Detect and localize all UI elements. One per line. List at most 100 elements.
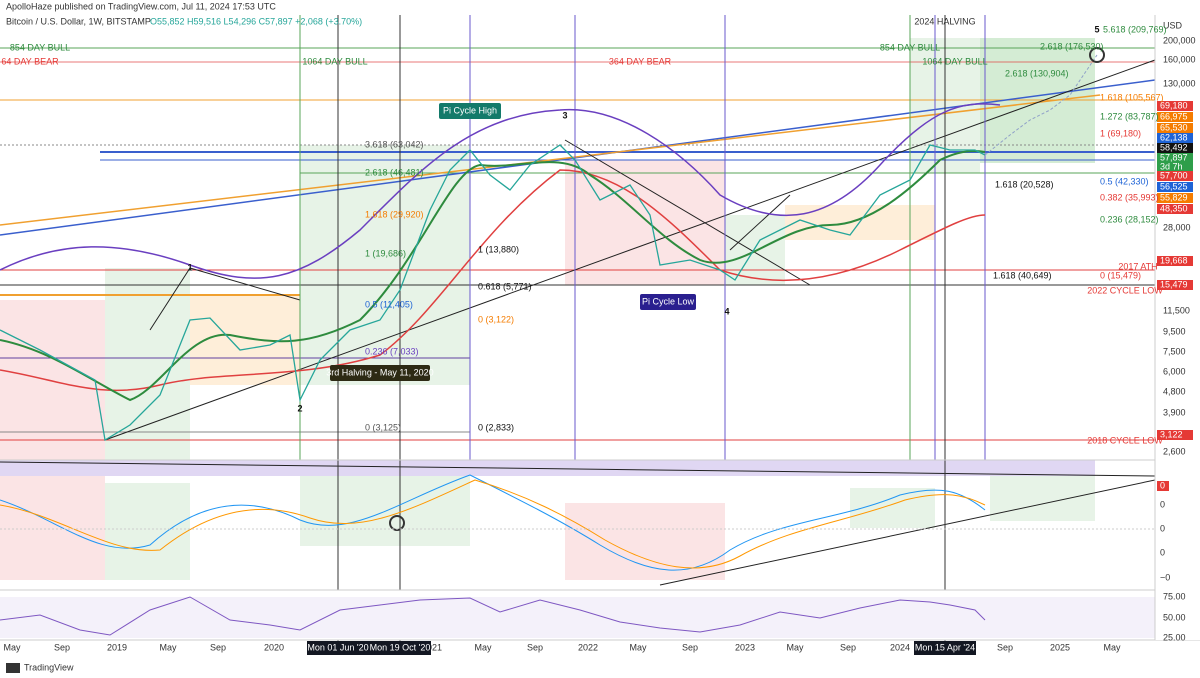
price-badge [1157, 193, 1193, 203]
time-label: Sep [210, 642, 226, 652]
annotation-badge-label: Pi Cycle High [443, 105, 497, 115]
price-badge [1157, 153, 1193, 163]
cycle-label: 854 DAY BULL [880, 42, 940, 52]
price-badge [1157, 171, 1193, 181]
macd-trend [0, 461, 1156, 477]
time-label: 2022 [578, 642, 598, 652]
price-badge-label: 3,122 [1160, 429, 1183, 439]
wave-number: 2 [297, 403, 302, 413]
price-badge [1157, 280, 1193, 290]
annotation-badge [330, 365, 430, 381]
fib-label: 0 (3,122) [478, 314, 514, 324]
ma-purple [0, 103, 1001, 279]
price-badge [1157, 133, 1193, 143]
macd-zone [565, 503, 725, 580]
macd-label: 0 [1160, 547, 1165, 557]
price-label: 3,900 [1163, 407, 1186, 417]
cycle-label: 64 DAY BEAR [1, 56, 59, 66]
price-label: 200,000 [1163, 35, 1196, 45]
price-badge-label: 19,668 [1160, 255, 1188, 265]
time-label: May [3, 642, 21, 652]
publisher: ApolloHaze published on TradingView.com,… [6, 1, 276, 11]
price-label: 2,600 [1163, 446, 1186, 456]
price-badge [1157, 182, 1193, 192]
level-label: 2017 ATH [1118, 261, 1157, 271]
time-label: 2019 [107, 642, 127, 652]
price-badge-label: 65,530 [1160, 122, 1188, 132]
fib-label: 2.618 (46,481) [365, 167, 424, 177]
ohlc: O55,852 H59,516 L54,296 C57,897 +2,068 (… [150, 16, 362, 26]
time-label: May [159, 642, 177, 652]
ma-red [0, 169, 986, 392]
price-badge [1157, 256, 1193, 266]
fib-label: 1.618 (20,528) [995, 179, 1054, 189]
price-path [0, 144, 986, 442]
time-marker-label: Mon 15 Apr '24 [915, 642, 975, 652]
bull-zone [300, 145, 470, 385]
price-badge [1157, 101, 1193, 111]
time-label: May [629, 642, 647, 652]
rsi-label: 25.00 [1163, 632, 1186, 642]
price-badge [1157, 204, 1193, 214]
fib-label: 0 (3,125) [365, 422, 401, 432]
time-lines [299, 15, 986, 655]
price-badge-label: 57,897 [1160, 152, 1188, 162]
wave-line [149, 267, 191, 331]
price-badge-label: 69,180 [1160, 100, 1188, 110]
currency: USD [1163, 20, 1183, 30]
fib-label: 0.236 (7,033) [365, 346, 419, 356]
macd-label: −0 [1160, 572, 1170, 582]
time-marker-label: Mon 19 Oct '20 [370, 642, 431, 652]
bear-zone [565, 160, 725, 285]
cycle-label: 854 DAY BULL [10, 42, 70, 52]
fib-label: 1 (19,686) [365, 248, 406, 258]
price-badge [1157, 430, 1193, 440]
time-label: May [786, 642, 804, 652]
cross-marker [389, 515, 405, 531]
price-label: 6,000 [1163, 366, 1186, 376]
time-label: 2025 [1050, 642, 1070, 652]
wave-number: 3 [562, 110, 567, 120]
time-label: 2021 [422, 642, 442, 652]
rsi-label: 75.00 [1163, 591, 1186, 601]
fib-label: 0 (15,479) [1100, 270, 1141, 280]
fib-label: 0.382 (35,993) [1100, 192, 1159, 202]
price-label: 7,500 [1163, 346, 1186, 356]
bull-zone [105, 268, 190, 460]
time-marker-label: Mon 01 Jun '20 [307, 642, 368, 652]
price-label: 160,000 [1163, 54, 1196, 64]
annotation-badge-label: 3rd Halving - May 11, 2020 [326, 367, 433, 377]
time-label: Sep [997, 642, 1013, 652]
price-badge-label: 15,479 [1160, 279, 1188, 289]
fib-label: 1.618 (29,920) [365, 209, 424, 219]
price-badge [1157, 162, 1193, 172]
wave-number: 5 [1094, 24, 1099, 34]
fib-label: 1.618 (40,649) [993, 270, 1052, 280]
macd-label: 0 [1160, 523, 1165, 533]
cycle-label: 364 DAY BEAR [609, 56, 672, 66]
fib-label: 0 (2,833) [478, 422, 514, 432]
macd-zone [850, 488, 935, 528]
annotation-badge [439, 103, 501, 119]
bear-zone [0, 300, 105, 460]
time-marker [914, 641, 976, 655]
fib-label: 1.272 (83,787) [1100, 111, 1159, 121]
trend-line [0, 94, 1101, 226]
symbol: Bitcoin / U.S. Dollar, 1W, BITSTAMP [6, 16, 151, 26]
price-label: 28,000 [1163, 222, 1191, 232]
wave-line [564, 139, 811, 286]
wave-number: 4 [724, 306, 729, 316]
time-label: May [1103, 642, 1121, 652]
time-marker [369, 641, 431, 655]
time-marker [307, 641, 369, 655]
brand: TradingView [24, 662, 74, 672]
wave-number: 1 [187, 262, 192, 272]
price-badge-label: 58,492 [1160, 142, 1188, 152]
time-label: Sep [682, 642, 698, 652]
time-label: 2023 [735, 642, 755, 652]
price-badge-label: 55,829 [1160, 192, 1188, 202]
rsi-label: 50.00 [1163, 612, 1186, 622]
price-label: 9,500 [1163, 326, 1186, 336]
header-bar [0, 0, 1200, 15]
